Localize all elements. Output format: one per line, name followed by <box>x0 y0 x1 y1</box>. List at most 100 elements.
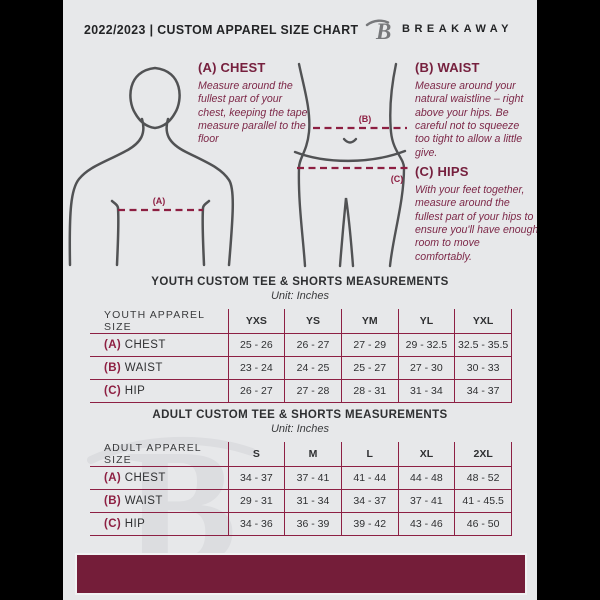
page-header: 2022/2023 | CUSTOM APPAREL SIZE CHART B … <box>63 0 537 50</box>
chest-note: (A) CHEST Measure around the fullest par… <box>198 60 313 147</box>
brand-name: BREAKAWAY <box>402 23 513 35</box>
measurement-cell: 48 - 52 <box>454 466 512 490</box>
measurement-cell: 25 - 27 <box>340 356 399 380</box>
size-table-label-header: ADULT APPAREL SIZE <box>90 442 228 467</box>
measurement-cell: 26 - 27 <box>227 379 285 403</box>
measurement-cell: 34 - 36 <box>227 512 285 536</box>
measurement-cell: 34 - 37 <box>340 489 399 513</box>
youth-table-unit: Unit: Inches <box>270 290 330 302</box>
size-column-header: YS <box>284 309 342 334</box>
measurement-cell: 46 - 50 <box>454 512 512 536</box>
measurement-cell: 24 - 25 <box>284 356 342 380</box>
measurement-cell: 27 - 30 <box>397 356 455 380</box>
measurement-cell: 25 - 26 <box>227 333 285 357</box>
breakaway-b-logo-icon: B <box>365 19 391 42</box>
upper-body-diagram: (A) <box>68 66 234 267</box>
size-column-header: YL <box>397 309 455 334</box>
measurement-cell: 27 - 29 <box>340 333 399 357</box>
measurement-row-label: (C) HIP <box>90 512 228 536</box>
waist-description: Measure around your natural waistline – … <box>415 80 524 159</box>
measurement-row: (B) WAIST 29 - 31 31 - 34 34 - 37 37 - 41 41 … <box>90 489 512 513</box>
svg-text:B: B <box>375 19 391 42</box>
hips-outline <box>293 62 407 268</box>
adult-table-title: ADULT CUSTOM TEE & SHORTS MEASUREMENTS <box>152 409 448 421</box>
hips-marker-label: (C) <box>391 174 404 184</box>
size-column-header: YM <box>340 309 399 334</box>
measurement-cell: 34 - 37 <box>454 379 512 403</box>
measurement-row-key: (A) <box>104 339 122 351</box>
measurement-row-name: WAIST <box>121 495 163 507</box>
measurement-cell: 37 - 41 <box>284 466 342 490</box>
measurement-cell: 30 - 33 <box>454 356 512 380</box>
size-column-header: L <box>340 442 399 467</box>
chest-marker-label: (A) <box>153 196 166 206</box>
hips-description: With your feet together, measure around … <box>415 184 537 263</box>
measurement-cell: 34 - 37 <box>227 466 285 490</box>
chest-description: Measure around the fullest part of your … <box>198 80 308 146</box>
adult-table-unit: Unit: Inches <box>270 423 330 435</box>
adult-size-table: ADULT APPAREL SIZE S M L XL 2XL (A) CHEST 34 - … <box>90 442 512 536</box>
waist-marker-label: (B) <box>359 114 372 124</box>
youth-table-title: YOUTH CUSTOM TEE & SHORTS MEASUREMENTS <box>151 276 449 288</box>
size-header-row: ADULT APPAREL SIZE S M L XL 2XL <box>90 442 512 467</box>
hips-heading: (C) HIPS <box>415 164 469 179</box>
youth-table-section: YOUTH CUSTOM TEE & SHORTS MEASUREMENTS U… <box>63 276 537 403</box>
hips-note: (C) HIPS With your feet together, measur… <box>415 164 537 264</box>
brand-lockup: B BREAKAWAY <box>365 16 513 42</box>
chest-heading: (A) CHEST <box>198 60 266 75</box>
measurement-row: (A) CHEST 25 - 26 26 - 27 27 - 29 29 - 32.5 3… <box>90 333 512 357</box>
measurement-row-key: (A) <box>104 472 122 484</box>
measurement-cell: 27 - 28 <box>284 379 342 403</box>
measurement-cell: 36 - 39 <box>284 512 342 536</box>
footer-bar <box>75 553 527 595</box>
content-layer: 2022/2023 | CUSTOM APPAREL SIZE CHART B … <box>63 0 537 600</box>
size-column-header: M <box>284 442 342 467</box>
measurement-row-label: (B) WAIST <box>90 489 228 513</box>
size-column-header: YXS <box>227 309 285 334</box>
measurement-row-key: (C) <box>104 518 122 530</box>
measurement-row-key: (C) <box>104 385 122 397</box>
measurement-cell: 31 - 34 <box>284 489 342 513</box>
size-column-header: YXL <box>454 309 512 334</box>
page-title: 2022/2023 | CUSTOM APPAREL SIZE CHART <box>84 22 359 37</box>
measurement-cell: 29 - 32.5 <box>397 333 455 357</box>
measurement-row-label: (B) WAIST <box>90 356 228 380</box>
measurement-cell: 44 - 48 <box>397 466 455 490</box>
measurement-row-name: HIP <box>121 518 146 530</box>
measurement-cell: 41 - 44 <box>340 466 399 490</box>
size-chart-page: B 2022/2023 | CUSTOM APPAREL SIZE CHART … <box>63 0 537 600</box>
lower-body-diagram: (B) (C) <box>293 62 411 268</box>
measurement-cell: 29 - 31 <box>227 489 285 513</box>
size-column-header: XL <box>397 442 455 467</box>
measurement-cell: 26 - 27 <box>284 333 342 357</box>
size-column-header: S <box>227 442 285 467</box>
size-table-label-header: YOUTH APPAREL SIZE <box>90 309 228 334</box>
torso-outline <box>68 66 234 267</box>
measurement-row-name: HIP <box>121 385 146 397</box>
measurement-row: (C) HIP 34 - 36 36 - 39 39 - 42 43 - 46 46 - … <box>90 512 512 536</box>
measurement-row: (B) WAIST 23 - 24 24 - 25 25 - 27 27 - 30 30 … <box>90 356 512 380</box>
measurement-row-label: (C) HIP <box>90 379 228 403</box>
waist-note: (B) WAIST Measure around your natural wa… <box>415 60 533 160</box>
measurement-cell: 41 - 45.5 <box>454 489 512 513</box>
adult-table-section: ADULT CUSTOM TEE & SHORTS MEASUREMENTS U… <box>63 409 537 536</box>
size-header-row: YOUTH APPAREL SIZE YXS YS YM YL YXL <box>90 309 512 334</box>
measurement-row-label: (A) CHEST <box>90 466 228 490</box>
measurement-row: (A) CHEST 34 - 37 37 - 41 41 - 44 44 - 48 48 … <box>90 466 512 490</box>
youth-size-table: YOUTH APPAREL SIZE YXS YS YM YL YXL (A) CHEST 2… <box>90 309 512 403</box>
measurement-cell: 32.5 - 35.5 <box>454 333 512 357</box>
measurement-row-name: CHEST <box>121 472 166 484</box>
size-column-header: 2XL <box>454 442 512 467</box>
measurement-cell: 43 - 46 <box>397 512 455 536</box>
waist-heading: (B) WAIST <box>415 60 480 75</box>
measurement-row: (C) HIP 26 - 27 27 - 28 28 - 31 31 - 34 34 - … <box>90 379 512 403</box>
measurement-cell: 31 - 34 <box>397 379 455 403</box>
measurement-row-label: (A) CHEST <box>90 333 228 357</box>
measurement-row-name: WAIST <box>121 362 163 374</box>
measurement-cell: 39 - 42 <box>340 512 399 536</box>
measurement-row-key: (B) <box>104 362 122 374</box>
measurement-cell: 37 - 41 <box>397 489 455 513</box>
measurement-cell: 23 - 24 <box>227 356 285 380</box>
measurement-row-key: (B) <box>104 495 122 507</box>
